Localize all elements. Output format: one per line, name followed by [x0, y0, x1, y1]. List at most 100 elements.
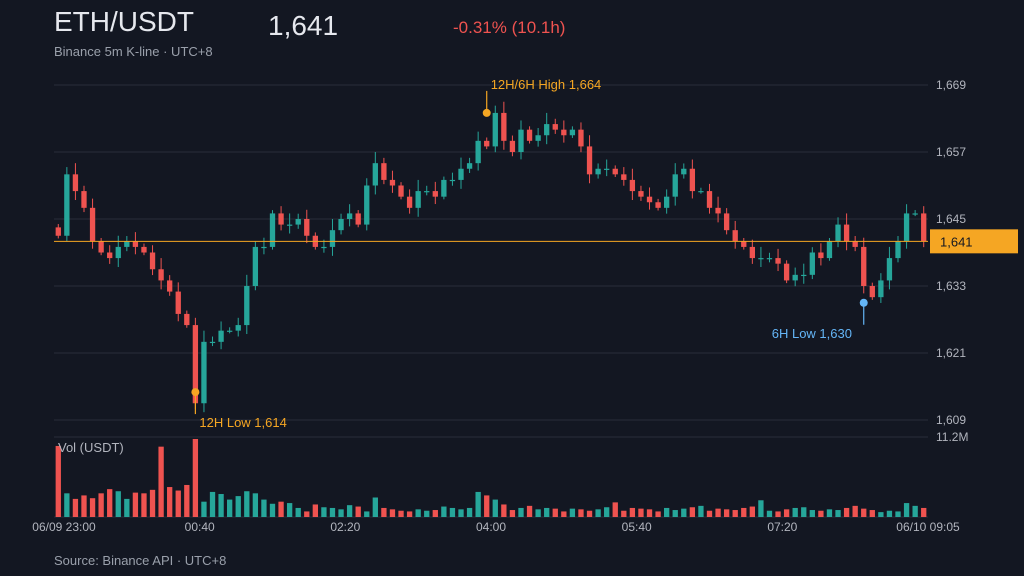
candle-body[interactable]: [706, 191, 713, 208]
candle-body[interactable]: [655, 202, 661, 208]
candle-body[interactable]: [346, 213, 353, 219]
candle-body[interactable]: [244, 286, 250, 326]
candle-body[interactable]: [886, 258, 893, 281]
candle-body[interactable]: [115, 246, 121, 259]
candle-body[interactable]: [124, 241, 130, 247]
candle-body[interactable]: [389, 179, 396, 186]
candle-body[interactable]: [286, 224, 293, 226]
candle-body[interactable]: [698, 191, 704, 193]
candle-body[interactable]: [526, 129, 533, 141]
candle-body[interactable]: [672, 174, 678, 197]
candle-body[interactable]: [903, 213, 910, 242]
candle-body[interactable]: [449, 179, 456, 182]
candle-body[interactable]: [278, 213, 284, 225]
candle-body[interactable]: [484, 140, 490, 147]
candle-body[interactable]: [646, 196, 653, 203]
candle-body[interactable]: [441, 179, 447, 197]
candle-body[interactable]: [621, 174, 627, 180]
candle-body[interactable]: [338, 219, 344, 231]
candle-body[interactable]: [681, 168, 687, 175]
candle-body[interactable]: [869, 286, 875, 298]
candle-body[interactable]: [732, 230, 738, 242]
candle-body[interactable]: [406, 196, 413, 208]
candle-body[interactable]: [801, 274, 807, 277]
candle-body[interactable]: [792, 274, 798, 281]
candle-body[interactable]: [235, 325, 241, 331]
candle-body[interactable]: [586, 146, 593, 175]
candle-body[interactable]: [149, 252, 156, 270]
candle-body[interactable]: [818, 252, 824, 259]
candle-body[interactable]: [766, 258, 773, 260]
candle-body[interactable]: [81, 191, 87, 208]
candle-body[interactable]: [458, 168, 464, 180]
candle-body[interactable]: [252, 246, 259, 286]
candle-body[interactable]: [604, 168, 610, 170]
candle-body[interactable]: [295, 219, 301, 225]
candle-body[interactable]: [758, 258, 764, 260]
candle-body[interactable]: [569, 129, 576, 136]
candle-body[interactable]: [321, 246, 327, 249]
candle-body[interactable]: [912, 213, 918, 215]
candle-body[interactable]: [509, 140, 516, 152]
candle-body[interactable]: [501, 112, 507, 141]
candle-body[interactable]: [415, 191, 421, 208]
candle-body[interactable]: [269, 213, 276, 247]
candle-body[interactable]: [89, 207, 96, 242]
candle-body[interactable]: [355, 213, 361, 225]
candle-body[interactable]: [201, 341, 207, 404]
candle-body[interactable]: [372, 163, 378, 186]
candle-body[interactable]: [381, 163, 387, 180]
candle-body[interactable]: [595, 168, 601, 175]
candle-body[interactable]: [132, 241, 139, 247]
candle-body[interactable]: [749, 246, 755, 259]
candle-body[interactable]: [107, 252, 113, 259]
candle-body[interactable]: [261, 246, 267, 249]
candle-body[interactable]: [852, 241, 858, 247]
candle-body[interactable]: [895, 241, 901, 259]
candle-body[interactable]: [192, 325, 199, 404]
candle-body[interactable]: [218, 330, 224, 342]
candle-body[interactable]: [466, 163, 473, 169]
candle-body[interactable]: [861, 246, 867, 286]
candle-body[interactable]: [638, 191, 644, 197]
candle-body[interactable]: [664, 196, 670, 208]
candle-body[interactable]: [158, 269, 164, 281]
candle-body[interactable]: [835, 224, 841, 242]
candle-body[interactable]: [741, 241, 747, 247]
candle-body[interactable]: [329, 230, 336, 247]
candle-body[interactable]: [826, 241, 833, 259]
candle-body[interactable]: [843, 224, 850, 242]
candle-body[interactable]: [432, 191, 438, 197]
candle-body[interactable]: [175, 291, 181, 314]
candle-body[interactable]: [809, 252, 815, 275]
candle-body[interactable]: [689, 168, 696, 192]
candle-body[interactable]: [398, 185, 404, 197]
candle-body[interactable]: [141, 246, 147, 253]
candle-body[interactable]: [783, 263, 790, 281]
candle-body[interactable]: [209, 341, 216, 344]
candle-body[interactable]: [492, 112, 498, 147]
candle-body[interactable]: [715, 207, 721, 214]
candle-body[interactable]: [518, 129, 524, 152]
candle-body[interactable]: [578, 129, 584, 147]
candle-body[interactable]: [184, 313, 190, 326]
candle-body[interactable]: [535, 135, 541, 141]
candle-body[interactable]: [98, 241, 104, 253]
candle-body[interactable]: [878, 280, 884, 298]
candle-body[interactable]: [544, 124, 550, 136]
candle-body[interactable]: [612, 168, 618, 175]
candle-body[interactable]: [72, 174, 79, 192]
candle-body[interactable]: [921, 213, 927, 242]
candle-body[interactable]: [64, 174, 70, 236]
candle-body[interactable]: [552, 124, 558, 130]
candle-body[interactable]: [364, 185, 370, 225]
candle-body[interactable]: [304, 219, 310, 236]
candle-body[interactable]: [55, 227, 61, 236]
candle-body[interactable]: [629, 179, 636, 192]
candle-body[interactable]: [723, 213, 730, 231]
candle-body[interactable]: [775, 258, 781, 264]
candle-body[interactable]: [424, 191, 430, 193]
candle-body[interactable]: [167, 280, 173, 292]
candle-body[interactable]: [475, 140, 481, 164]
